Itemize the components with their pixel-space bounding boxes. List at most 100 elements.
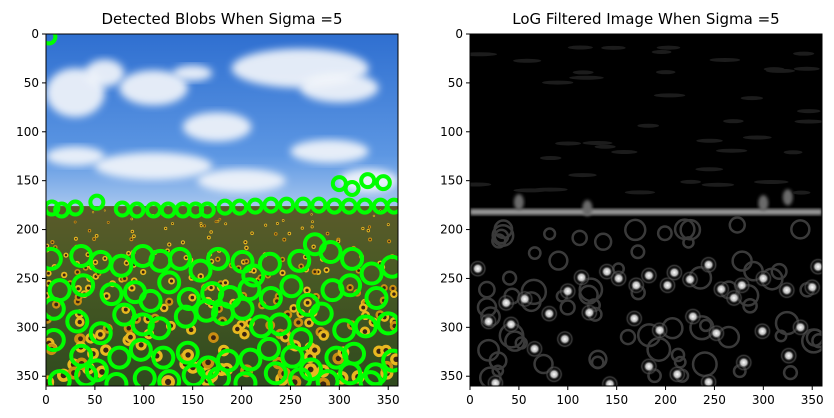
response-ring — [774, 329, 788, 343]
blob-circle — [230, 296, 255, 321]
blob-circle — [173, 304, 198, 329]
sunflower-center — [311, 213, 313, 215]
blob-circle — [130, 312, 155, 337]
blob-circle — [332, 318, 357, 343]
horizon-peak — [782, 189, 793, 206]
cloud — [173, 65, 213, 81]
response-ring — [699, 318, 713, 333]
sunflower-center — [217, 220, 219, 222]
sunflower-center — [245, 246, 248, 249]
blob-circle — [356, 197, 374, 215]
sunflower-center — [210, 260, 213, 263]
sunflower-center — [76, 287, 80, 291]
sunflower-center — [307, 366, 314, 373]
sunflower-center — [311, 221, 314, 223]
blob-circle — [294, 196, 312, 214]
sunflower-center — [92, 211, 94, 213]
sunflower-center — [305, 300, 310, 305]
blob-circle — [280, 344, 305, 369]
sunflower-center — [379, 209, 381, 211]
sunflower-center — [311, 226, 313, 228]
horizon-peak — [582, 200, 593, 217]
sky-ridge — [567, 45, 593, 50]
x-tick-label: 100 — [556, 393, 579, 407]
blob-circle — [267, 312, 292, 337]
sky-ridge — [601, 45, 626, 50]
sunflower-center — [361, 305, 366, 310]
sunflower-center — [251, 232, 253, 235]
sunflower-center — [244, 241, 247, 244]
horizon-peak — [758, 195, 769, 212]
sunflower-center — [184, 256, 188, 259]
sunflower-center — [138, 342, 144, 348]
sunflower-center — [325, 268, 328, 272]
sunflower-center — [209, 285, 213, 290]
sunflower-center — [362, 329, 368, 334]
sunflower-center — [306, 320, 312, 325]
blob-circle — [88, 193, 106, 211]
sunflower-center — [219, 218, 221, 220]
chart-title: Detected Blobs When Sigma =5 — [101, 10, 342, 28]
blob-circle — [310, 196, 328, 214]
sunflower-center — [77, 319, 82, 325]
sky-ridge — [656, 45, 681, 50]
x-tick-label: 0 — [42, 393, 50, 407]
axes-frame — [469, 33, 823, 387]
bright-spot — [580, 303, 599, 322]
cloud — [119, 70, 188, 106]
sky-ridge — [651, 49, 672, 54]
y-tick-label: 100 — [16, 125, 39, 139]
response-ring — [619, 328, 637, 346]
sky-ridge — [709, 57, 741, 62]
sunflower-center — [242, 331, 247, 337]
response-ring — [559, 299, 576, 316]
sunflower-center — [133, 235, 135, 238]
sky-ridge — [555, 141, 581, 146]
sunflower-center — [245, 260, 248, 263]
blob-circle — [233, 371, 258, 386]
sunflower-center — [93, 238, 95, 240]
blob-circle — [376, 311, 398, 336]
bright-spot — [497, 293, 516, 312]
cloud — [46, 146, 105, 167]
blob-circle — [65, 309, 90, 334]
sunflower-center — [281, 258, 284, 261]
y-tick-label: 150 — [440, 174, 463, 188]
blob-circle — [318, 240, 343, 265]
sky-ridge — [740, 96, 764, 101]
sunflower-center — [127, 252, 130, 255]
sunflower-center — [169, 279, 174, 283]
sunflower-center — [282, 334, 288, 340]
bright-spot — [809, 257, 822, 276]
bright-spot — [650, 321, 669, 340]
sunflower-center — [313, 270, 317, 274]
y-tick-label: 150 — [16, 174, 39, 188]
sunflower-center — [335, 355, 342, 362]
sunflower-center — [76, 270, 79, 274]
sky-ridge — [513, 58, 542, 63]
blob-circle — [262, 196, 280, 214]
sky-ridge — [753, 179, 789, 184]
sunflower-center — [171, 222, 174, 225]
y-tick-label: 200 — [440, 223, 463, 237]
response-ring — [805, 328, 822, 347]
sunflower-center — [103, 347, 109, 353]
bright-spot — [627, 276, 646, 295]
sunflower-center — [94, 261, 97, 264]
blob-circle — [157, 270, 182, 295]
sunflower-center — [288, 232, 291, 235]
sunflower-center — [126, 326, 132, 331]
sky-ridge — [582, 140, 613, 145]
blob-circle — [278, 196, 296, 214]
bright-spot — [699, 255, 718, 274]
blob-circle — [359, 172, 377, 190]
sunflower-center — [123, 277, 127, 281]
y-tick-label: 350 — [440, 369, 463, 383]
bright-spot — [572, 268, 591, 287]
blob-circle — [381, 348, 398, 373]
bright-spot — [791, 318, 810, 337]
blob-circle — [47, 369, 72, 386]
sunflower-center — [86, 286, 91, 290]
bright-spot — [486, 374, 505, 386]
